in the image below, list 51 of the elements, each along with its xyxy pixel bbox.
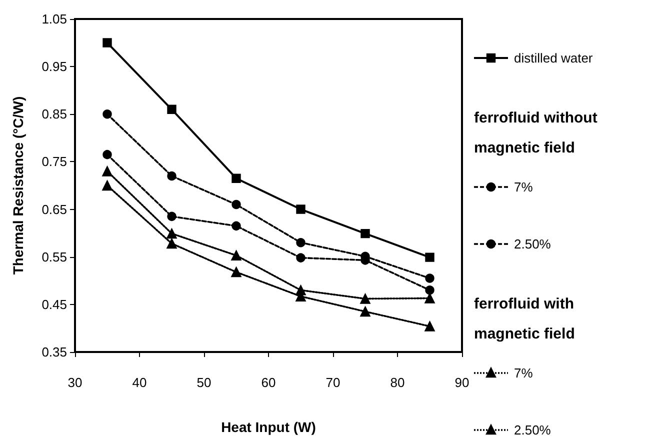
point: [102, 180, 112, 191]
point: [102, 166, 112, 176]
point: [296, 253, 306, 262]
x-tick-label: 90: [454, 375, 470, 390]
point: [232, 174, 241, 183]
point: [102, 110, 112, 119]
point: [231, 250, 242, 261]
point: [231, 266, 242, 278]
point: [167, 212, 176, 222]
y-tick-label: 0.55: [42, 249, 67, 264]
y-tick-label: 0.65: [42, 202, 67, 217]
text: ferrofluid with magnetic field: [474, 296, 578, 342]
point: [425, 274, 434, 283]
point: [296, 285, 306, 296]
point: [360, 228, 370, 238]
legend-label: 7%: [514, 180, 534, 194]
point: [102, 150, 112, 160]
x-tick-label: 80: [390, 375, 405, 390]
x-tick-label: 40: [132, 375, 147, 390]
point: [360, 306, 370, 317]
legend-label: 2.50%: [514, 236, 552, 252]
text: ferrofluid without magnetic field: [474, 110, 602, 156]
point: [232, 221, 241, 231]
legend-label: 2.50%: [514, 422, 552, 438]
legend-label: distilled water: [514, 50, 594, 66]
point: [166, 238, 177, 249]
y-tick-label: 0.75: [42, 154, 67, 170]
y-tick-label: 0.85: [42, 106, 67, 122]
point: [425, 252, 434, 262]
point: [296, 204, 306, 214]
x-tick-label: 60: [261, 375, 276, 390]
point: [166, 228, 177, 239]
point: [360, 294, 370, 304]
y-tick-label: 0.95: [42, 59, 67, 74]
x-axis-title: Heat Input (W): [221, 419, 316, 435]
x-tick-label: 70: [326, 375, 340, 390]
legend-label: 7%: [514, 366, 534, 380]
y-axis-title: Thermal Resistance (°C/W): [10, 96, 26, 275]
y-tick-label: 1.05: [42, 12, 67, 26]
point: [102, 38, 112, 48]
y-tick-label: 0.35: [42, 344, 67, 360]
x-tick-label: 50: [196, 375, 212, 390]
point: [232, 200, 241, 210]
point: [296, 238, 306, 248]
point: [424, 321, 435, 332]
point: [425, 286, 434, 295]
point: [167, 171, 176, 181]
point: [424, 293, 435, 304]
y-tick-label: 0.45: [42, 296, 67, 312]
point: [167, 104, 176, 114]
x-tick-label: 30: [68, 375, 82, 390]
